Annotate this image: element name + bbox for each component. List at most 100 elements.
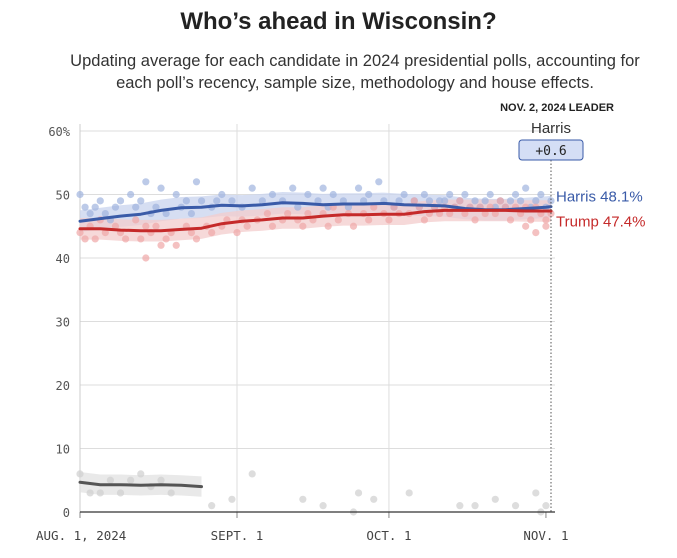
poll-dot	[354, 184, 363, 192]
poll-dot	[233, 229, 241, 237]
line-layer	[78, 201, 553, 489]
poll-dot	[511, 190, 520, 199]
poll-dot	[324, 222, 332, 230]
y-tick-label: 10	[56, 443, 70, 457]
leader-margin: +0.6	[535, 144, 566, 159]
poll-dot	[106, 476, 114, 484]
poll-dot	[314, 197, 322, 205]
poll-dot	[471, 197, 479, 205]
poll-dot	[294, 203, 302, 211]
poll-dot	[76, 229, 84, 237]
leader-margin-box	[518, 139, 584, 161]
poll-dot	[511, 502, 520, 510]
poll-dot	[375, 178, 383, 186]
y-tick-label: 60%	[48, 125, 70, 139]
poll-dot	[152, 203, 160, 211]
poll-dot	[248, 470, 256, 478]
y-tick-label: 0	[63, 506, 70, 520]
poll-dot	[299, 222, 307, 230]
poll-dot	[517, 197, 525, 205]
poll-dot	[137, 197, 145, 205]
poll-dot	[532, 489, 540, 497]
poll-dot	[354, 489, 363, 497]
poll-dot	[162, 209, 170, 218]
poll-dot	[96, 197, 104, 205]
poll-dot	[132, 216, 140, 224]
poll-dot	[157, 476, 165, 484]
poll-dot	[228, 495, 236, 503]
poll-dot	[187, 229, 196, 237]
label-layer: NOV. 2, 2024 LEADER Harris +0.6 Harris 48.1…	[500, 102, 645, 512]
poll-dot	[542, 216, 550, 224]
poll-dot	[441, 197, 449, 205]
y-tick-label: 30	[56, 316, 70, 330]
poll-dot	[167, 489, 175, 497]
y-tick-label: 20	[56, 379, 70, 393]
poll-dot	[182, 197, 190, 205]
poll-dot	[435, 197, 444, 205]
poll-dot	[405, 489, 413, 497]
poll-dot	[506, 216, 515, 224]
poll-dot	[263, 209, 271, 218]
x-tick-label: OCT. 1	[366, 528, 411, 543]
poll-dot	[284, 209, 292, 218]
series-line	[78, 208, 553, 233]
poll-dot	[527, 216, 535, 224]
poll-dot	[486, 190, 494, 199]
poll-dot	[370, 495, 378, 503]
poll-dot	[76, 190, 84, 199]
x-tick-label: AUG. 1, 2024	[36, 528, 126, 543]
y-tick-label: 50	[56, 189, 70, 203]
series-end-label: Harris 48.1%	[556, 189, 643, 206]
poll-dot	[91, 203, 99, 211]
poll-dot	[481, 197, 489, 205]
poll-dot	[142, 178, 150, 186]
poll-dot	[228, 197, 236, 205]
poll-dot	[532, 197, 540, 205]
chart-subtitle: Updating average for each candidate in 2…	[70, 52, 640, 92]
poll-dot	[268, 190, 277, 199]
dot-layer	[76, 178, 555, 516]
poll-dot	[132, 203, 140, 211]
poll-dot	[248, 184, 256, 192]
poll-dot	[522, 222, 530, 230]
poll-dot	[96, 489, 104, 497]
x-tick-label: SEPT. 1	[211, 528, 264, 543]
poll-dot	[299, 495, 307, 503]
poll-dot	[491, 495, 499, 503]
poll-dot	[304, 209, 312, 218]
poll-dot	[461, 190, 469, 199]
poll-dot	[329, 190, 337, 199]
poll-dot	[319, 502, 327, 510]
poll-dot	[192, 178, 201, 186]
poll-dot	[532, 229, 540, 237]
poll-dot	[116, 489, 125, 497]
poll-dot	[365, 216, 373, 224]
poll-dot	[86, 209, 94, 218]
leader-header: NOV. 2, 2024 LEADER	[500, 102, 614, 114]
poll-dot	[456, 197, 464, 205]
poll-dot	[116, 197, 125, 205]
poll-dot	[101, 229, 109, 237]
poll-dot	[91, 235, 99, 243]
poll-dot	[137, 470, 145, 478]
band-layer	[80, 192, 551, 497]
poll-dot	[365, 190, 373, 199]
poll-dot	[319, 184, 327, 192]
poll-dot	[101, 209, 109, 218]
poll-dot	[111, 203, 120, 211]
poll-dot	[218, 190, 226, 199]
poll-dot	[162, 235, 170, 243]
poll-dot	[157, 184, 165, 192]
poll-dot	[547, 197, 555, 205]
axis-layer: 60% 50 40 30 20 10 0 AUG. 1, 2024 SEPT. 1 OCT. 1 N…	[36, 125, 569, 543]
poll-dot	[542, 502, 550, 510]
poll-dot	[446, 190, 454, 199]
poll-dot	[425, 197, 434, 205]
poll-dot	[471, 216, 479, 224]
poll-dot	[127, 190, 135, 199]
poll-dot	[400, 190, 408, 199]
poll-dot	[243, 222, 251, 230]
grid-layer	[79, 124, 555, 512]
